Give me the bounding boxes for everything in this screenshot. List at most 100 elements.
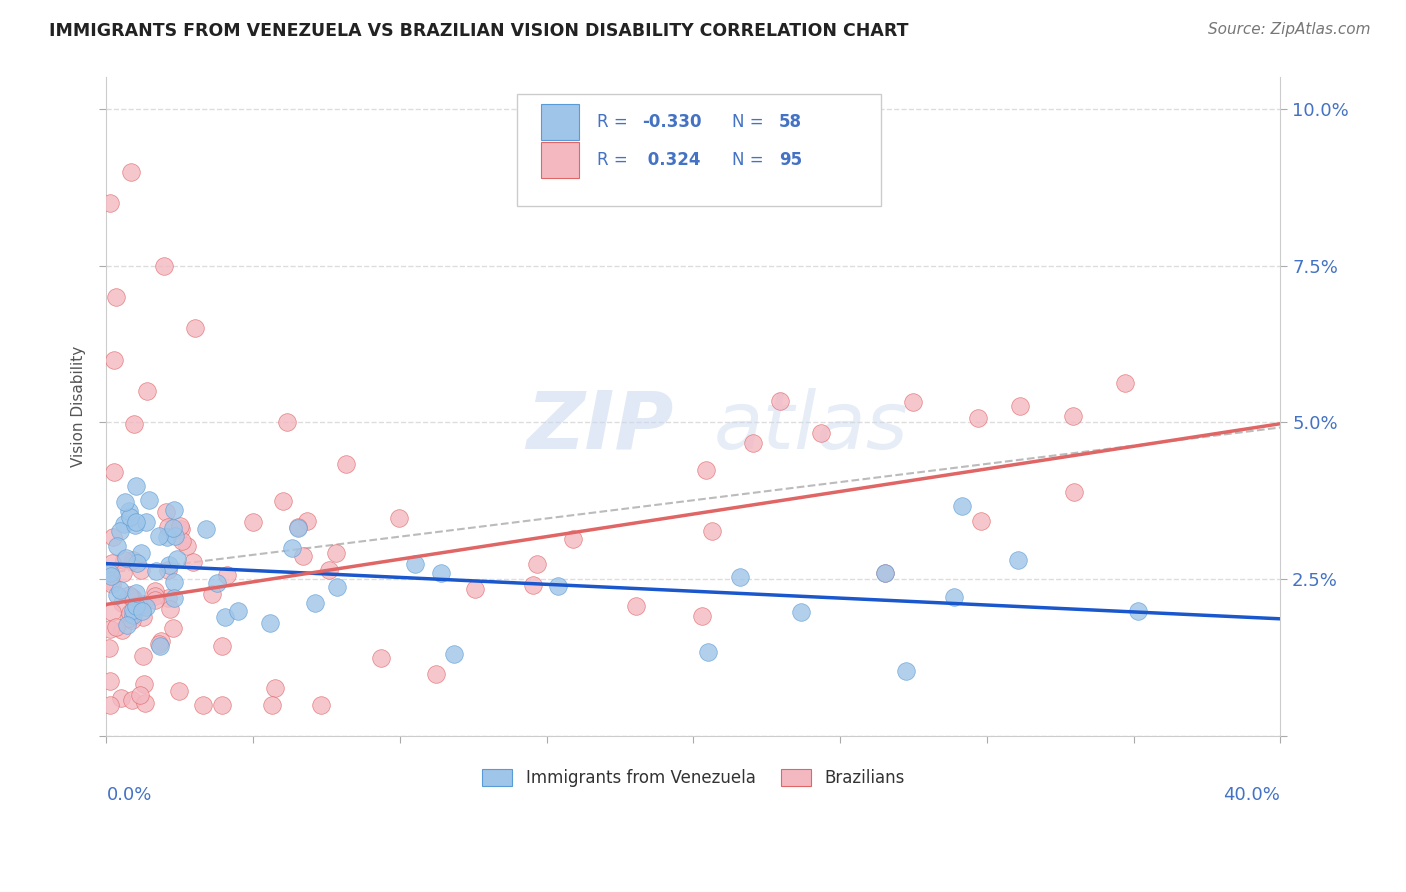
Point bbox=[176, 539, 198, 553]
Point bbox=[132, 648, 155, 663]
Y-axis label: Vision Disability: Vision Disability bbox=[72, 346, 86, 467]
Point bbox=[896, 665, 918, 679]
Point bbox=[547, 579, 569, 593]
Point bbox=[280, 541, 302, 556]
Point bbox=[98, 623, 121, 637]
Point bbox=[297, 514, 319, 528]
Point bbox=[111, 596, 134, 610]
Point bbox=[100, 577, 122, 591]
Text: Source: ZipAtlas.com: Source: ZipAtlas.com bbox=[1208, 22, 1371, 37]
Point bbox=[129, 546, 152, 560]
Point bbox=[790, 606, 813, 620]
Text: ZIP: ZIP bbox=[526, 387, 673, 466]
Point bbox=[145, 564, 167, 578]
Point bbox=[122, 552, 145, 566]
Point bbox=[105, 290, 128, 304]
Point bbox=[108, 524, 131, 538]
Point bbox=[156, 563, 179, 577]
Point bbox=[125, 515, 148, 529]
Point bbox=[100, 574, 122, 588]
Point bbox=[135, 515, 157, 529]
Point bbox=[769, 393, 792, 408]
Point bbox=[114, 495, 136, 509]
Point bbox=[143, 592, 166, 607]
Point bbox=[132, 598, 155, 612]
Point bbox=[211, 698, 233, 712]
Point bbox=[425, 667, 447, 681]
Point bbox=[287, 520, 309, 534]
Point bbox=[125, 479, 148, 493]
Text: 40.0%: 40.0% bbox=[1223, 786, 1281, 804]
Point bbox=[404, 557, 426, 571]
Point bbox=[167, 683, 190, 698]
Point bbox=[318, 563, 340, 577]
Point bbox=[121, 613, 143, 627]
Point bbox=[191, 698, 214, 712]
Point bbox=[98, 640, 121, 655]
Point bbox=[950, 499, 973, 513]
Point bbox=[741, 436, 763, 450]
Point bbox=[121, 607, 143, 622]
Point bbox=[184, 321, 207, 335]
Point bbox=[970, 514, 993, 528]
Point bbox=[1010, 399, 1032, 413]
Point bbox=[162, 503, 184, 517]
Point bbox=[522, 578, 544, 592]
Point bbox=[728, 570, 751, 584]
Point bbox=[1062, 409, 1084, 424]
Point bbox=[108, 583, 131, 598]
Point bbox=[111, 623, 134, 637]
Point bbox=[120, 164, 142, 178]
Point bbox=[273, 493, 295, 508]
Point bbox=[1114, 376, 1136, 390]
Point bbox=[292, 549, 315, 564]
Point bbox=[276, 416, 298, 430]
Text: R =: R = bbox=[598, 151, 633, 169]
Point bbox=[163, 574, 186, 589]
Point bbox=[131, 604, 153, 618]
Point bbox=[105, 620, 128, 634]
Point bbox=[157, 558, 180, 573]
Point bbox=[163, 591, 186, 606]
Text: 0.0%: 0.0% bbox=[107, 786, 152, 804]
Point bbox=[304, 595, 326, 609]
Point bbox=[943, 590, 966, 604]
Text: 58: 58 bbox=[779, 113, 801, 131]
Point bbox=[122, 417, 145, 431]
FancyBboxPatch shape bbox=[541, 142, 579, 178]
Point bbox=[242, 516, 264, 530]
Point bbox=[169, 519, 191, 533]
Point bbox=[118, 588, 141, 602]
Point bbox=[121, 591, 143, 605]
Point bbox=[162, 622, 184, 636]
Point bbox=[464, 582, 486, 596]
Point bbox=[325, 546, 347, 560]
Point bbox=[135, 599, 157, 614]
Point bbox=[195, 522, 218, 536]
Point bbox=[526, 557, 548, 571]
Point bbox=[624, 599, 647, 613]
Point bbox=[967, 410, 990, 425]
Point bbox=[124, 517, 146, 532]
Point bbox=[162, 521, 184, 535]
Point bbox=[120, 590, 142, 604]
Point bbox=[695, 463, 717, 477]
Point bbox=[122, 603, 145, 617]
Point bbox=[148, 529, 170, 543]
Point bbox=[702, 524, 724, 538]
Point bbox=[262, 698, 284, 712]
Point bbox=[101, 556, 124, 570]
Point bbox=[105, 540, 128, 554]
Point bbox=[105, 588, 128, 602]
Point bbox=[135, 384, 157, 398]
Point bbox=[155, 505, 177, 519]
Point bbox=[259, 615, 281, 630]
Point bbox=[101, 605, 124, 619]
Point bbox=[429, 566, 451, 580]
Point bbox=[172, 533, 194, 548]
Point bbox=[131, 564, 153, 578]
Point bbox=[697, 645, 720, 659]
Point bbox=[117, 504, 139, 518]
Point bbox=[875, 566, 897, 581]
Text: IMMIGRANTS FROM VENEZUELA VS BRAZILIAN VISION DISABILITY CORRELATION CHART: IMMIGRANTS FROM VENEZUELA VS BRAZILIAN V… bbox=[49, 22, 908, 40]
